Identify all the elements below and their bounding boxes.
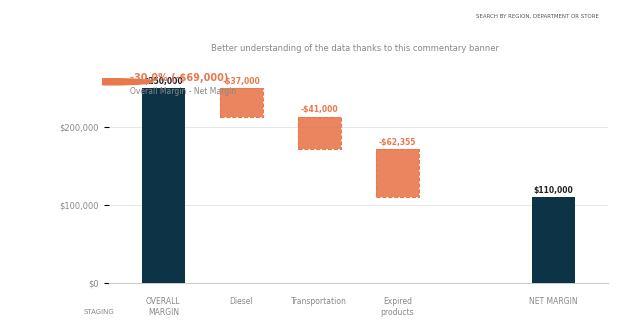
Text: SEARCH BY REGION, DEPARTMENT OR STORE: SEARCH BY REGION, DEPARTMENT OR STORE xyxy=(476,14,599,19)
Text: ANNUAL
FORECASTS: ANNUAL FORECASTS xyxy=(21,249,81,268)
Text: NET MARGIN: NET MARGIN xyxy=(529,298,578,307)
Text: FINANCE: FINANCE xyxy=(289,10,351,23)
Text: -30.0% (-$69,000): -30.0% (-$69,000) xyxy=(130,73,228,83)
Text: PRODUCTION: PRODUCTION xyxy=(13,309,59,315)
Text: Transportation: Transportation xyxy=(291,298,348,307)
Text: -$37,000: -$37,000 xyxy=(223,77,260,86)
Text: $250,000: $250,000 xyxy=(143,77,183,86)
Text: INFO: INFO xyxy=(619,47,636,52)
Bar xyxy=(142,88,185,283)
Bar xyxy=(376,149,419,197)
Text: $110,000: $110,000 xyxy=(534,186,573,195)
Bar xyxy=(532,197,575,283)
Text: NET CASH FLOW: NET CASH FLOW xyxy=(10,173,93,182)
Text: -$62,355: -$62,355 xyxy=(379,137,416,147)
Text: Overall Margin - Net Margin: Overall Margin - Net Margin xyxy=(130,87,236,96)
Text: Better understanding of the data thanks to this commentary banner: Better understanding of the data thanks … xyxy=(211,44,499,53)
Bar xyxy=(298,117,341,149)
Text: -$41,000: -$41,000 xyxy=(301,105,338,114)
Text: Expired
products: Expired products xyxy=(381,298,414,317)
Text: STAGING: STAGING xyxy=(83,309,114,315)
Circle shape xyxy=(72,79,153,85)
Text: NET MARGIN: NET MARGIN xyxy=(19,86,83,95)
Text: Diesel: Diesel xyxy=(230,298,253,307)
Text: OVERALL
MARGIN: OVERALL MARGIN xyxy=(146,298,180,317)
Bar xyxy=(220,88,263,117)
